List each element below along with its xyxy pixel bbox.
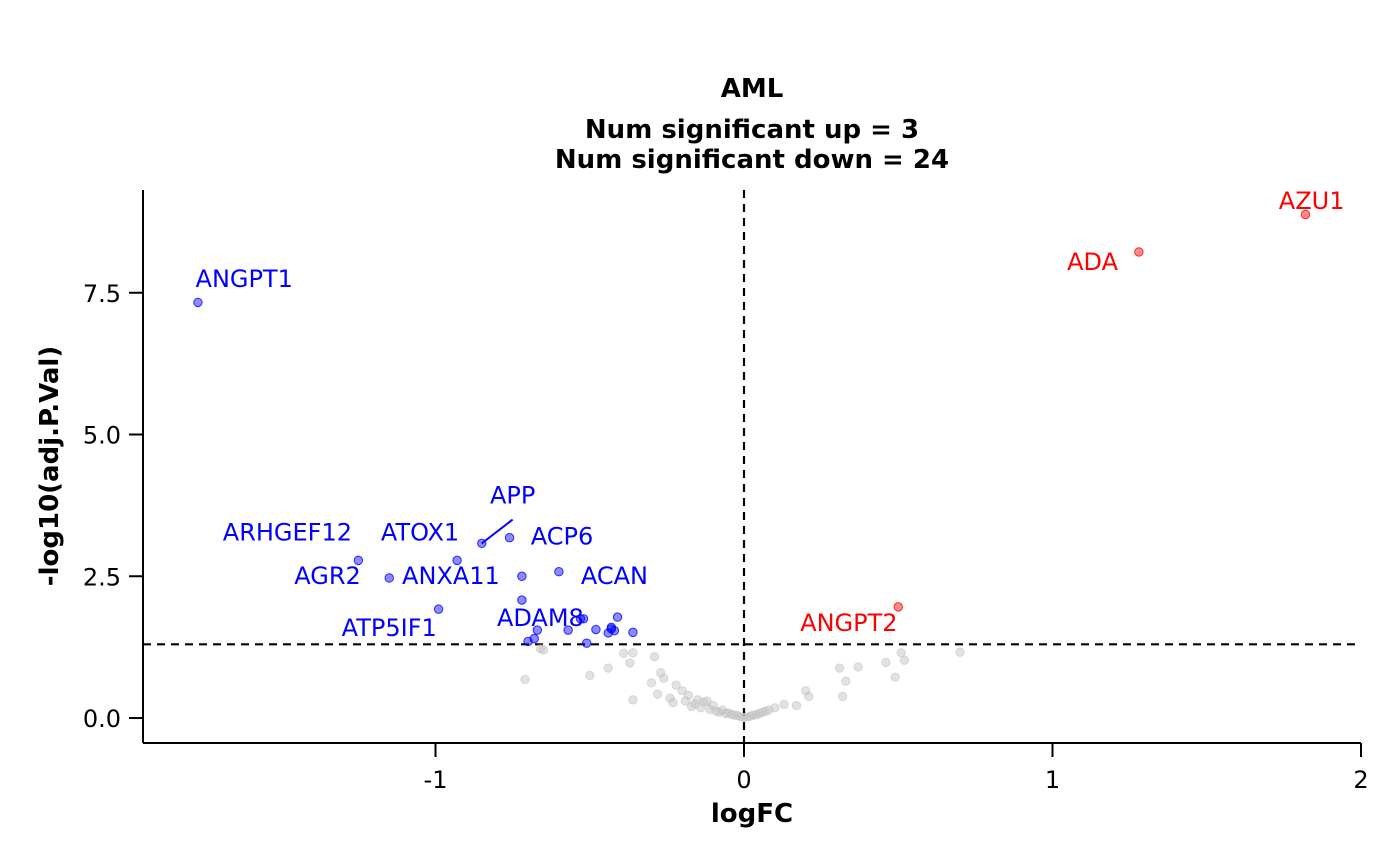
point-not-significant xyxy=(702,696,712,706)
gene-label-atox1: ATOX1 xyxy=(381,519,459,547)
point-significant-up xyxy=(1134,247,1144,257)
label-connectors xyxy=(481,518,514,545)
point-significant-down xyxy=(504,532,515,543)
point-significant-down xyxy=(581,638,592,648)
gene-label-angpt2: ANGPT2 xyxy=(800,609,897,637)
point-not-significant xyxy=(899,655,910,665)
point-not-significant xyxy=(841,676,851,686)
point-significant-down xyxy=(532,625,543,635)
point-not-significant xyxy=(628,695,638,705)
point-not-significant xyxy=(659,673,669,684)
point-not-significant xyxy=(680,696,691,706)
x-tick-label: 2 xyxy=(1353,766,1368,794)
gene-label-acan: ACAN xyxy=(581,562,648,590)
gene-label-atp5if1: ATP5IF1 xyxy=(342,614,437,642)
point-significant-down xyxy=(529,633,539,644)
point-not-significant xyxy=(801,686,811,696)
x-tick-label: -1 xyxy=(424,766,448,794)
point-significant-down xyxy=(384,573,394,583)
point-not-significant xyxy=(696,703,706,713)
point-not-significant xyxy=(538,645,549,655)
point-not-significant xyxy=(890,672,900,682)
point-not-significant xyxy=(618,648,629,659)
gene-label-azu1: AZU1 xyxy=(1279,187,1345,215)
point-not-significant xyxy=(603,663,613,673)
point-not-significant xyxy=(628,648,638,658)
gene-labels: ANGPT1 ARHGEF12 ATOX1 APP ACP6 AGR2 ANXA11 ACAN… xyxy=(196,187,1345,642)
point-significant-down xyxy=(578,614,589,624)
x-tick-label: 1 xyxy=(1045,766,1060,794)
point-not-significant xyxy=(853,662,863,672)
y-tick-label: 2.5 xyxy=(83,563,121,591)
x-axis-label: logFC xyxy=(711,799,793,829)
point-significant-down xyxy=(575,614,586,624)
point-significant-down xyxy=(517,571,527,581)
point-not-significant xyxy=(585,670,595,681)
axes: -1 0 1 2 0.0 2.5 5.0 7.5 xyxy=(83,190,1369,794)
point-not-significant xyxy=(834,663,845,673)
point-significant-down xyxy=(517,595,527,605)
point-significant-up xyxy=(893,602,903,612)
point-not-significant xyxy=(791,700,802,711)
point-significant-up xyxy=(1300,209,1311,220)
label-connector xyxy=(481,518,514,545)
point-not-significant xyxy=(779,699,789,710)
gene-label-angpt1: ANGPT1 xyxy=(196,265,293,293)
point-significant-down xyxy=(433,604,444,614)
gene-label-arhgef12: ARHGEF12 xyxy=(223,519,352,547)
point-not-significant xyxy=(838,691,848,702)
point-not-significant xyxy=(668,697,678,708)
point-significant-down xyxy=(563,625,573,635)
point-significant-down xyxy=(606,622,617,632)
point-significant-down xyxy=(554,567,564,577)
point-significant-down xyxy=(612,612,623,622)
y-tick-label: 5.0 xyxy=(83,422,121,450)
x-tick-label: 0 xyxy=(736,766,751,794)
point-not-significant xyxy=(686,701,697,712)
point-not-significant xyxy=(881,657,891,668)
chart-title: AML xyxy=(721,74,784,104)
y-tick-label: 0.0 xyxy=(83,705,121,733)
point-not-significant xyxy=(683,690,694,701)
point-not-significant xyxy=(625,658,635,668)
point-significant-down xyxy=(591,624,601,635)
y-axis-label: -log10(adj.P.Val) xyxy=(35,346,65,586)
point-not-significant xyxy=(646,678,657,688)
point-not-significant xyxy=(520,674,530,685)
point-not-significant xyxy=(770,703,780,713)
point-significant-down xyxy=(628,627,638,638)
data-points xyxy=(193,209,1311,723)
gene-label-adam8: ADAM8 xyxy=(497,604,584,632)
gene-label-ada: ADA xyxy=(1067,248,1118,276)
gene-label-agr2: AGR2 xyxy=(294,562,361,590)
point-not-significant xyxy=(677,686,687,696)
y-tick-label: 7.5 xyxy=(83,280,121,308)
point-significant-down xyxy=(452,555,462,566)
point-not-significant xyxy=(671,680,681,690)
gene-label-acp6: ACP6 xyxy=(531,522,594,550)
gene-label-app: APP xyxy=(490,482,535,510)
point-not-significant xyxy=(649,652,660,662)
point-not-significant xyxy=(656,667,666,678)
gene-label-anxa11: ANXA11 xyxy=(402,562,500,590)
threshold-lines xyxy=(143,190,1361,743)
chart-subtitle-down: Num significant down = 24 xyxy=(555,145,949,175)
point-significant-down xyxy=(353,555,364,566)
point-not-significant xyxy=(708,700,718,711)
point-not-significant xyxy=(804,691,814,702)
point-not-significant xyxy=(955,647,965,657)
chart-subtitle-up: Num significant up = 3 xyxy=(585,115,919,145)
point-not-significant xyxy=(652,689,663,699)
point-significant-down xyxy=(193,297,203,308)
